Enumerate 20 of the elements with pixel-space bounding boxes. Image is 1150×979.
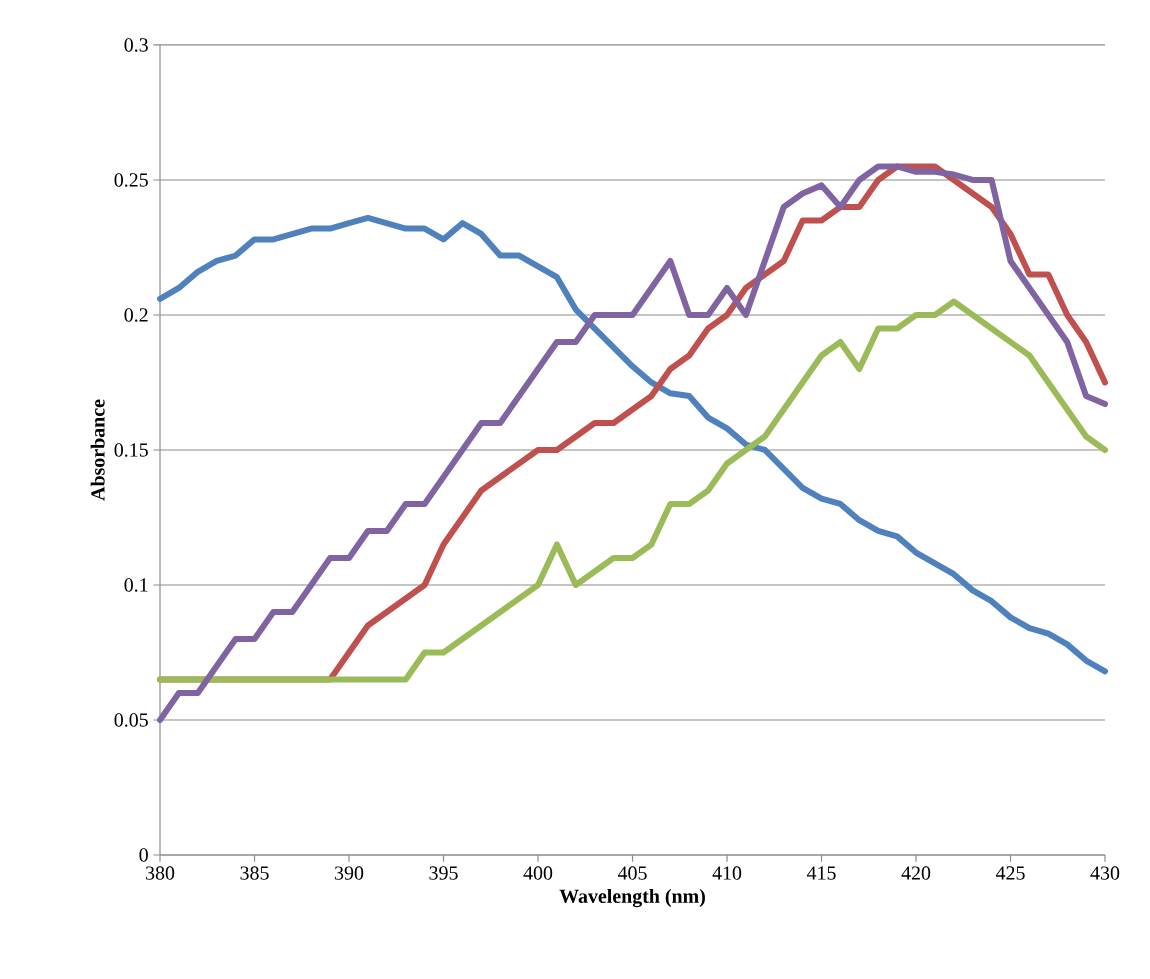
y-tick-label: 0.25 bbox=[114, 173, 148, 187]
x-tick-label: 395 bbox=[429, 866, 458, 880]
x-tick-label: 430 bbox=[1090, 866, 1120, 880]
x-tick-label: 380 bbox=[146, 866, 175, 880]
y-tick-label: 0.1 bbox=[124, 578, 148, 592]
x-tick-label: 390 bbox=[335, 866, 364, 880]
y-tick-label: 0.2 bbox=[124, 308, 148, 322]
x-tick-label: 410 bbox=[712, 866, 742, 880]
x-tick-label: 400 bbox=[523, 866, 553, 880]
y-axis-title: Absorbance bbox=[90, 399, 105, 501]
y-tick-label: 0.05 bbox=[114, 713, 148, 727]
y-tick-label: 0.3 bbox=[124, 38, 148, 52]
x-tick-label: 415 bbox=[806, 866, 836, 880]
x-axis-title: Wavelength (nm) bbox=[559, 888, 705, 908]
x-tick-label: 385 bbox=[240, 866, 269, 880]
x-tick-label: 405 bbox=[617, 866, 647, 880]
x-tick-label: 425 bbox=[995, 866, 1025, 880]
y-tick-label: 0 bbox=[139, 848, 148, 862]
y-tick-label: 0.15 bbox=[114, 443, 148, 457]
x-tick-label: 420 bbox=[901, 866, 931, 880]
